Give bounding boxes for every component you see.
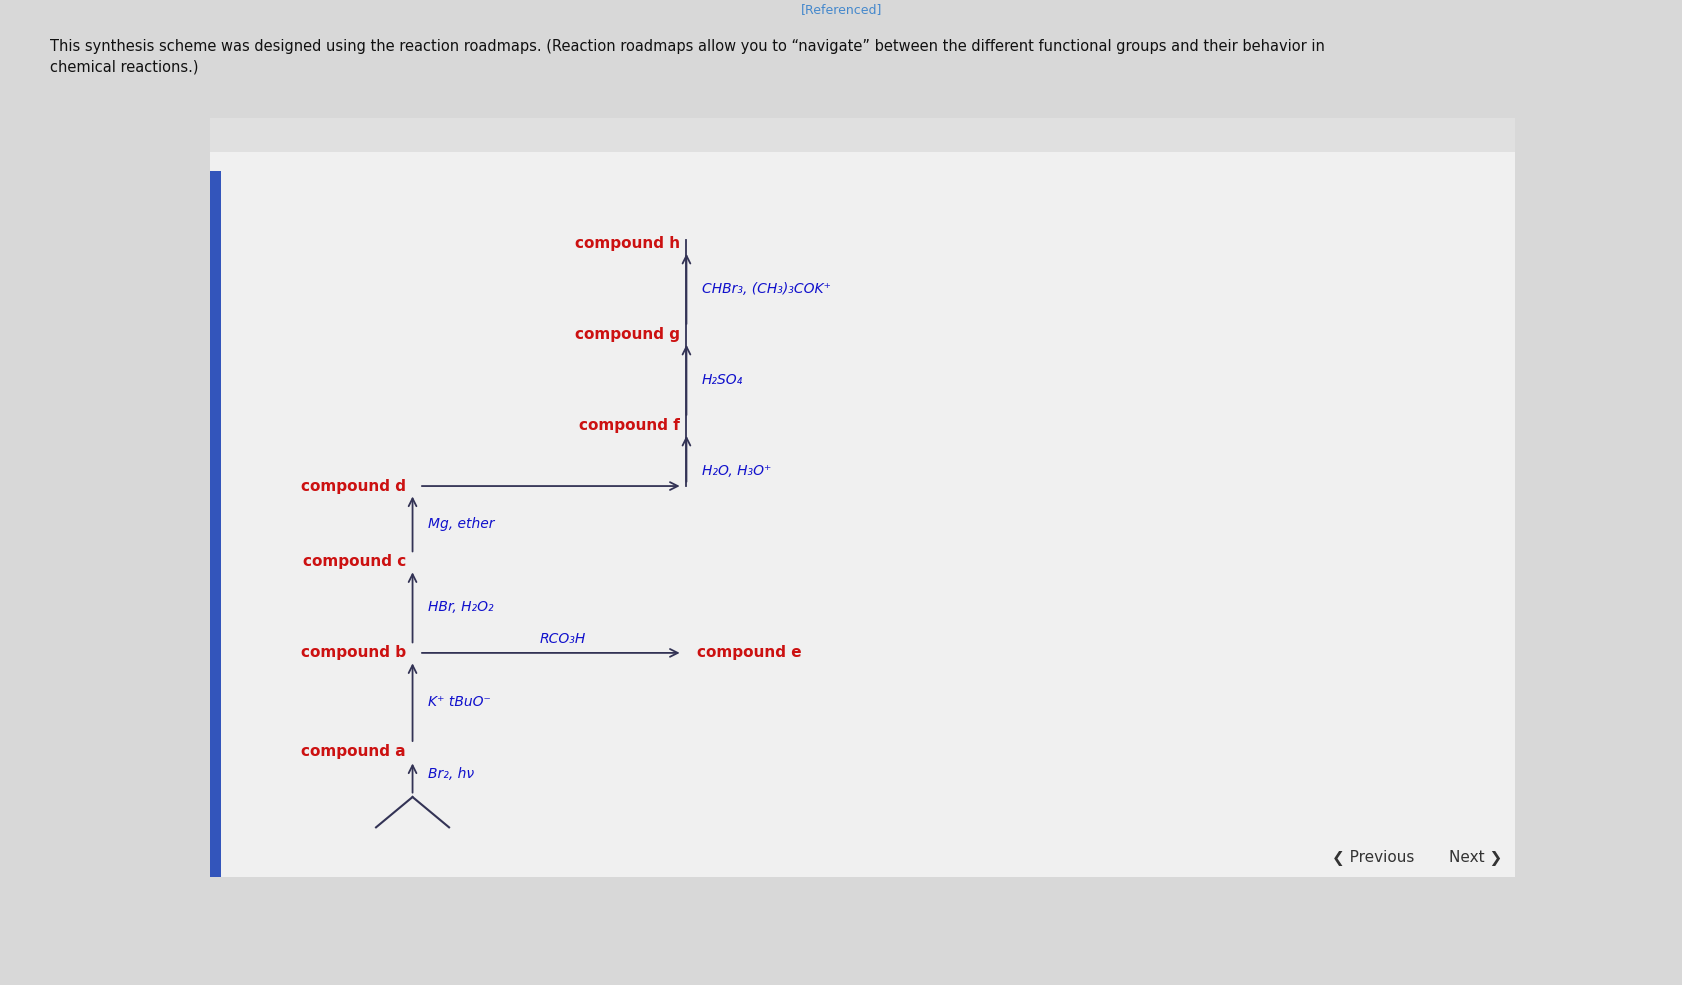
Text: Mg, ether: Mg, ether <box>427 517 495 531</box>
Text: [Referenced]: [Referenced] <box>801 3 881 16</box>
Text: compound d: compound d <box>301 479 405 493</box>
Text: H₂SO₄: H₂SO₄ <box>701 373 743 387</box>
Text: Br₂, hν: Br₂, hν <box>427 767 474 781</box>
Text: CHBr₃, (CH₃)₃COK⁺: CHBr₃, (CH₃)₃COK⁺ <box>701 282 831 296</box>
Text: Next ❯: Next ❯ <box>1448 850 1502 866</box>
Text: compound e: compound e <box>696 645 801 660</box>
Text: compound h: compound h <box>575 235 680 251</box>
Bar <box>210 171 220 877</box>
Text: chemical reactions.): chemical reactions.) <box>50 59 198 74</box>
Text: ❮ Previous: ❮ Previous <box>1332 850 1413 866</box>
Text: compound a: compound a <box>301 744 405 759</box>
Text: H₂O, H₃O⁺: H₂O, H₃O⁺ <box>701 464 770 478</box>
Text: K⁺ tBuO⁻: K⁺ tBuO⁻ <box>427 695 491 709</box>
Text: compound g: compound g <box>575 327 680 342</box>
FancyBboxPatch shape <box>210 118 1514 877</box>
Text: HBr, H₂O₂: HBr, H₂O₂ <box>427 601 493 615</box>
Text: RCO₃H: RCO₃H <box>540 632 585 646</box>
Text: This synthesis scheme was designed using the reaction roadmaps. (Reaction roadma: This synthesis scheme was designed using… <box>50 39 1325 54</box>
Bar <box>210 118 1514 153</box>
Text: compound f: compound f <box>579 418 680 432</box>
Text: compound c: compound c <box>303 555 405 569</box>
Text: compound b: compound b <box>301 645 405 660</box>
